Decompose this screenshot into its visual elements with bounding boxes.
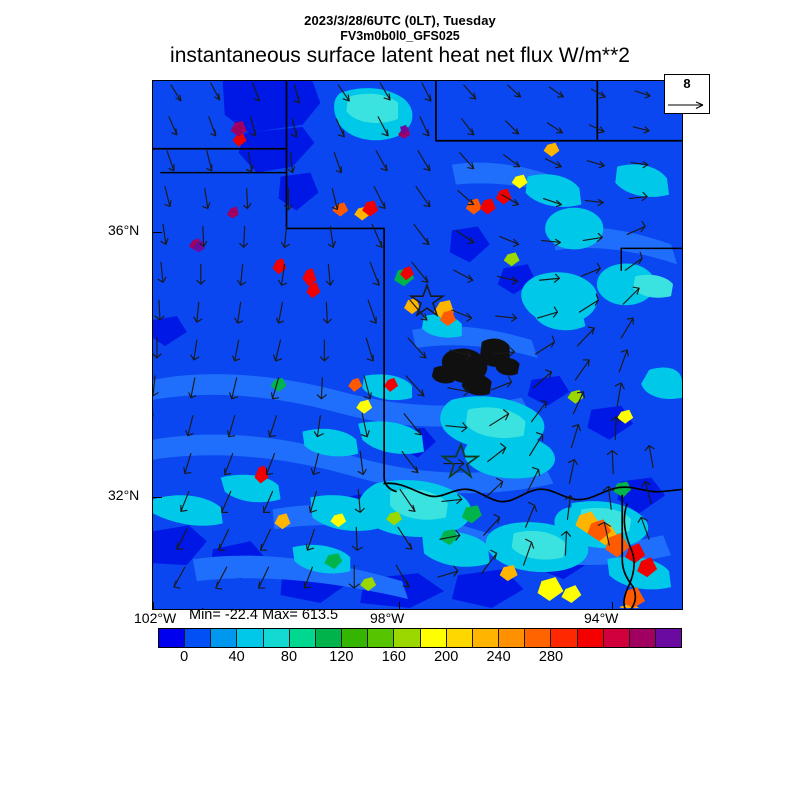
axis-label-lat-36: 36°N [108, 222, 140, 238]
lat-tick-36 [153, 232, 162, 234]
lon-tick-102 [153, 602, 155, 609]
colorbar-segment [237, 629, 264, 647]
minmax-readout: Min= -22.4 Max= 613.5 [189, 607, 339, 623]
axis-label-lat-32: 32°N [108, 487, 140, 503]
axis-label-lon-94: 94°W [584, 610, 619, 626]
colorbar-segment [315, 629, 343, 647]
axis-label-lon-102: 102°W [134, 610, 177, 626]
colorbar-segment [342, 629, 369, 647]
colorbar-segment [368, 629, 395, 647]
colorbar-segment [394, 629, 421, 647]
colorbar-segment [629, 629, 656, 647]
colorbar-segment [577, 629, 604, 647]
colorbar-tick-labels: 0 40 80 120 160 200 240 280 [158, 649, 682, 669]
page-title: instantaneous surface latent heat net fl… [170, 44, 630, 67]
vector-scale-key: 8 [664, 74, 710, 114]
colorbar-tick-label: 240 [486, 649, 511, 665]
colorbar-tick-label: 40 [228, 649, 245, 665]
colorbar-tick-label: 120 [329, 649, 354, 665]
colorbar-segment [289, 629, 316, 647]
colorbar-tick-label: 80 [280, 649, 298, 665]
map-raster [153, 81, 682, 609]
colorbar-tick-label: 280 [538, 649, 564, 665]
colorbar-segment [211, 629, 238, 647]
colorbar-segment [472, 629, 500, 647]
map-plot-area[interactable] [152, 80, 683, 610]
lon-tick-94 [612, 602, 614, 609]
colorbar-segment [655, 629, 682, 647]
axis-label-lon-98: 98°W [370, 610, 405, 626]
colorbar-tick-label: 200 [434, 649, 459, 665]
colorbar-segment [551, 629, 578, 647]
colorbar-segment [446, 629, 473, 647]
colorbar-segment [603, 629, 630, 647]
colorbar-segment [185, 629, 212, 647]
colorbar [158, 628, 682, 648]
colorbar-segment [499, 629, 526, 647]
colorbar-tick-label: 0 [180, 649, 189, 665]
vector-scale-value: 8 [683, 76, 691, 91]
colorbar-segment [159, 629, 186, 647]
colorbar-segment [525, 629, 552, 647]
title-timestamp: 2023/3/28/6UTC (0LT), Tuesday [304, 13, 496, 28]
lat-tick-32 [153, 497, 162, 499]
colorbar-tick-label: 160 [381, 649, 406, 665]
lon-tick-98 [399, 602, 401, 609]
colorbar-segment [263, 629, 290, 647]
right-arrow-icon [668, 101, 704, 109]
colorbar-segment [420, 629, 447, 647]
title-model-id: FV3m0b0l0_GFS025 [340, 29, 460, 43]
